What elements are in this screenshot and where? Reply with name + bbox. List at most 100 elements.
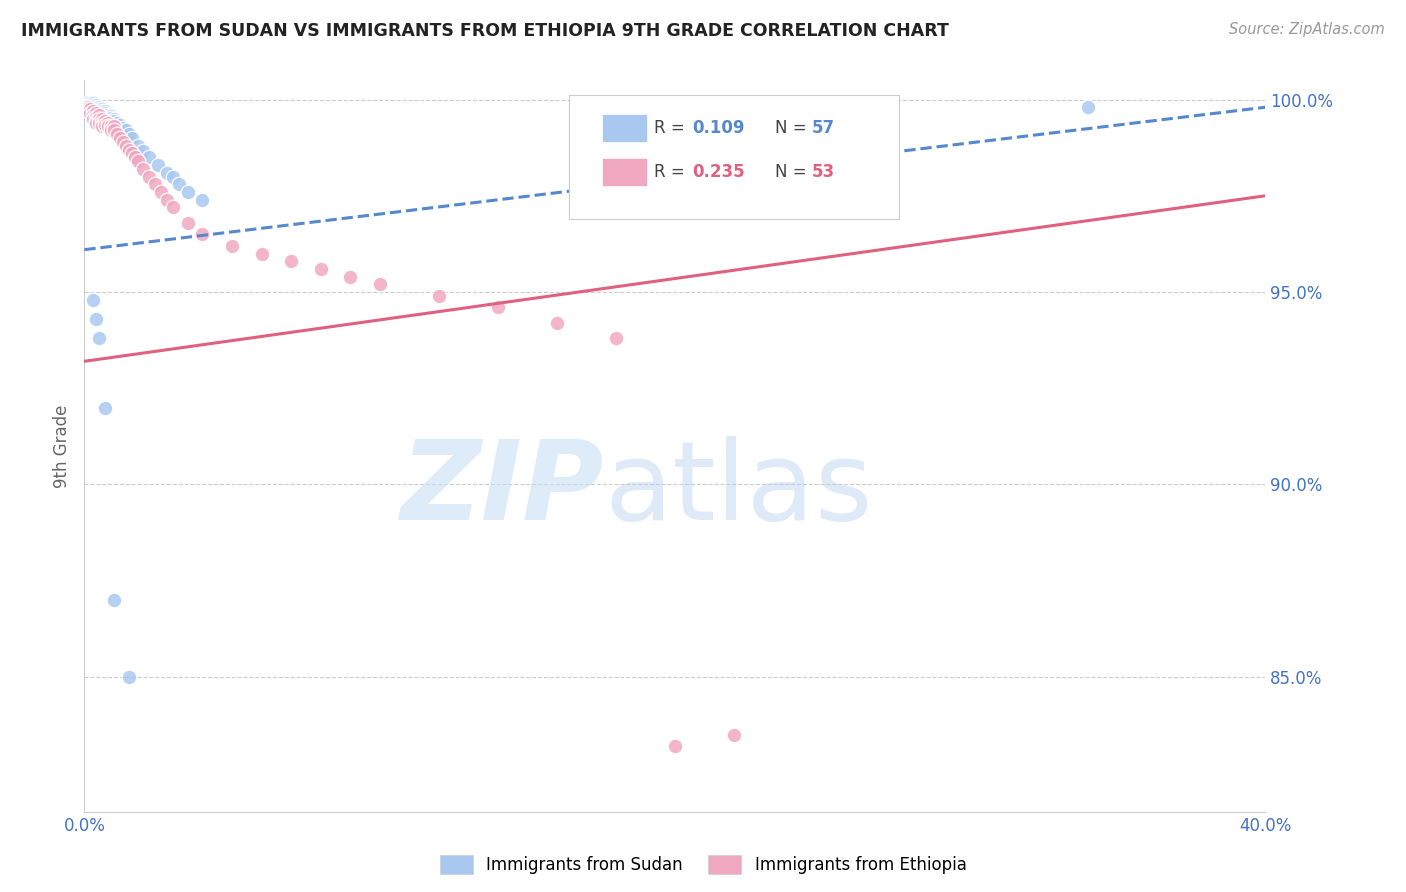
Point <box>76 96 98 111</box>
Point <box>132 145 155 159</box>
Point <box>118 670 141 684</box>
Point <box>84 100 107 114</box>
Point <box>84 106 107 120</box>
Point <box>84 115 107 129</box>
Point <box>148 158 170 172</box>
Point <box>124 150 146 164</box>
Point <box>103 593 125 607</box>
Point <box>100 109 122 123</box>
Point <box>94 106 117 120</box>
Point <box>111 121 134 136</box>
Point <box>103 112 125 126</box>
Point <box>82 112 104 126</box>
Point <box>89 112 111 126</box>
Point <box>105 115 128 129</box>
Text: 57: 57 <box>811 119 835 136</box>
Point <box>84 312 107 326</box>
Point <box>79 102 101 116</box>
Point <box>339 269 361 284</box>
Point <box>76 98 98 112</box>
Point <box>79 102 101 116</box>
Point <box>100 111 122 125</box>
Point <box>94 108 117 122</box>
Point <box>250 246 273 260</box>
Point <box>82 100 104 114</box>
Text: atlas: atlas <box>605 436 873 543</box>
Point <box>76 102 98 116</box>
Point <box>221 239 243 253</box>
Point <box>91 108 114 122</box>
Point <box>118 127 141 141</box>
Text: Source: ZipAtlas.com: Source: ZipAtlas.com <box>1229 22 1385 37</box>
Point <box>138 150 160 164</box>
FancyBboxPatch shape <box>602 158 647 186</box>
Point <box>723 728 745 742</box>
Point <box>103 113 125 128</box>
Point <box>156 166 179 180</box>
Point <box>191 227 214 242</box>
Point <box>127 154 149 169</box>
Point <box>79 106 101 120</box>
Point <box>84 106 107 120</box>
Point <box>82 96 104 111</box>
Point <box>94 104 117 119</box>
Point <box>97 110 120 124</box>
Point <box>138 169 160 184</box>
Point <box>82 108 104 122</box>
Point <box>84 104 107 119</box>
Point <box>150 185 173 199</box>
Point <box>127 138 149 153</box>
Text: 53: 53 <box>811 162 835 181</box>
Point <box>191 193 214 207</box>
Point <box>309 261 332 276</box>
Point <box>79 96 101 111</box>
Point <box>76 100 98 114</box>
Point <box>82 104 104 119</box>
Point <box>91 104 114 119</box>
Point <box>1077 100 1099 114</box>
Point <box>94 113 117 128</box>
Point <box>100 123 122 137</box>
Point <box>427 289 450 303</box>
Point <box>664 739 686 754</box>
Point <box>82 293 104 307</box>
Point <box>76 100 98 114</box>
Point <box>89 106 111 120</box>
Point <box>89 104 111 119</box>
Point <box>162 169 184 184</box>
Point <box>91 120 114 134</box>
Point <box>94 401 117 415</box>
Point <box>89 108 111 122</box>
Point <box>82 98 104 112</box>
FancyBboxPatch shape <box>568 95 900 219</box>
Point <box>89 100 111 114</box>
Point <box>79 100 101 114</box>
Point <box>97 115 120 129</box>
Text: R =: R = <box>654 119 689 136</box>
Point <box>103 123 125 137</box>
Text: 0.109: 0.109 <box>693 119 745 136</box>
Point <box>82 102 104 116</box>
Point <box>546 316 568 330</box>
Point <box>132 161 155 176</box>
Point <box>89 108 111 122</box>
Point <box>89 115 111 129</box>
Point <box>177 216 200 230</box>
Point <box>114 123 136 137</box>
FancyBboxPatch shape <box>602 114 647 142</box>
Point <box>91 102 114 116</box>
Point <box>486 301 509 315</box>
Point <box>97 120 120 134</box>
Point <box>143 178 166 192</box>
Point <box>84 110 107 124</box>
Point <box>108 131 131 145</box>
Point <box>121 131 143 145</box>
Text: R =: R = <box>654 162 689 181</box>
Point <box>84 102 107 116</box>
Text: ZIP: ZIP <box>401 436 605 543</box>
Point <box>103 120 125 134</box>
Point <box>91 115 114 129</box>
Point <box>82 104 104 119</box>
Point <box>94 118 117 132</box>
Point <box>91 106 114 120</box>
